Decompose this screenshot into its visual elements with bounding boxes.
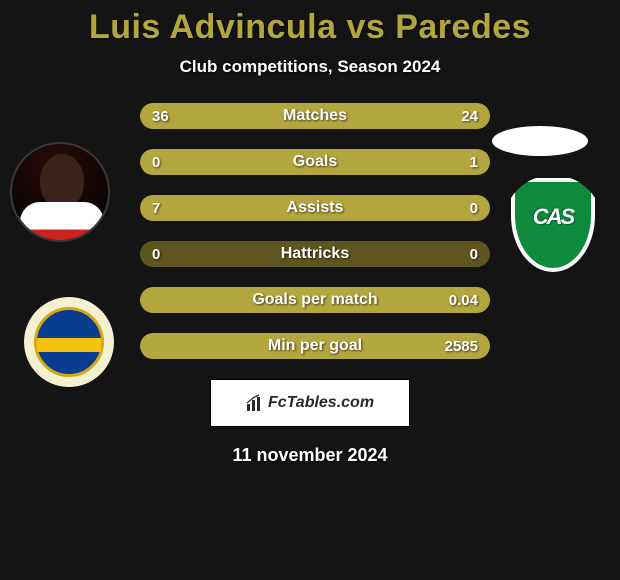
club-logo-oval-right [492, 126, 588, 156]
player-jersey-shape [20, 202, 104, 242]
stat-label: Hattricks [281, 245, 349, 263]
stat-value-right: 0.04 [449, 292, 478, 309]
stat-value-right: 0 [470, 200, 478, 217]
bars-trend-icon [246, 394, 264, 412]
brand-box: FcTables.com [210, 379, 410, 427]
club-shield-shape: CAS [511, 178, 595, 272]
stat-row: 0 Hattricks 0 [140, 241, 490, 267]
player-head-shape [40, 154, 84, 208]
stat-label: Goals [293, 153, 337, 171]
stats-list: 36 Matches 24 0 Goals 1 7 Assists 0 0 Hattricks 0 Go… [140, 103, 490, 359]
stat-label: Goals per match [252, 291, 377, 309]
page-title: Luis Advincula vs Paredes [0, 8, 620, 47]
stat-row: 7 Assists 0 [140, 195, 490, 221]
stat-label: Assists [287, 199, 344, 217]
stat-label: Min per goal [268, 337, 362, 355]
stat-value-right: 24 [461, 108, 478, 125]
player-photo-left [10, 142, 110, 242]
club-initials: CAS [515, 204, 591, 230]
stat-value-left: 0 [152, 246, 160, 263]
stat-row: Min per goal 2585 [140, 333, 490, 359]
stat-row: 0 Goals 1 [140, 149, 490, 175]
stat-row: Goals per match 0.04 [140, 287, 490, 313]
date-text: 11 november 2024 [0, 445, 620, 466]
club-logo-left [24, 297, 114, 387]
club-logo-left-inner [34, 307, 104, 377]
stat-value-left: 7 [152, 200, 160, 217]
stat-value-right: 0 [470, 246, 478, 263]
page-subtitle: Club competitions, Season 2024 [0, 57, 620, 77]
stat-value-left: 0 [152, 154, 160, 171]
stat-value-right: 2585 [445, 338, 478, 355]
stat-label: Matches [283, 107, 347, 125]
player-photo-bg [12, 144, 108, 240]
club-logo-right: CAS [503, 175, 603, 275]
stat-value-left: 36 [152, 108, 169, 125]
stat-value-right: 1 [470, 154, 478, 171]
comparison-card: Luis Advincula vs Paredes Club competiti… [0, 0, 620, 580]
stat-row: 36 Matches 24 [140, 103, 490, 129]
club-logo-left-stripe [37, 338, 101, 352]
brand-text: FcTables.com [268, 394, 374, 412]
